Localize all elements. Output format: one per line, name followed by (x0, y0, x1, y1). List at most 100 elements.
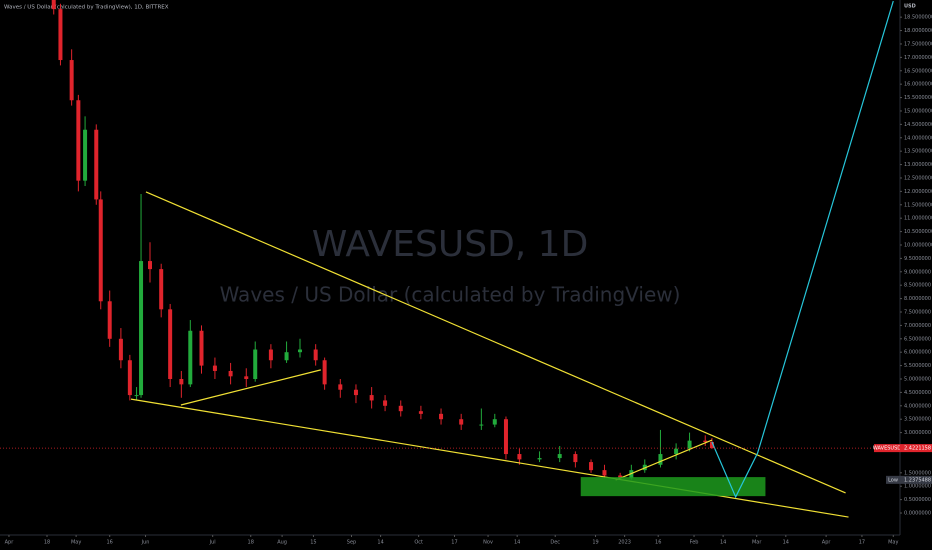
candle-body (244, 376, 249, 380)
x-tick-label: 17 (859, 540, 865, 546)
x-tick-label: 14 (377, 540, 383, 546)
candle-body (537, 458, 542, 460)
candle-body (228, 370, 233, 377)
x-tick-label: Nov (483, 540, 493, 546)
trend-line (145, 191, 846, 494)
candle-body (602, 470, 607, 476)
last-price-name: WAVESUSD (873, 446, 901, 452)
y-tick-label: 0.5000000 (904, 497, 931, 503)
x-tick-label: 16 (107, 540, 113, 546)
candle-body (298, 349, 302, 353)
y-tick-label: 1.0000000 (904, 484, 931, 490)
x-tick-label: Apr (822, 540, 832, 546)
y-tick-label: 4.0000000 (904, 403, 931, 409)
y-unit: USD (904, 4, 916, 10)
candle-body (134, 395, 139, 397)
y-tick-label: 17.5000000 (904, 41, 932, 47)
candle-body (439, 413, 444, 420)
candle-body (51, 0, 56, 10)
candle-body (459, 419, 464, 425)
x-tick-label: Feb (690, 540, 699, 546)
watermark-symbol: WAVESUSD, 1D (312, 224, 589, 265)
candle-body (159, 269, 164, 310)
y-tick-label: 18.0000000 (904, 28, 932, 34)
plot-area (51, 0, 894, 518)
candle-body (268, 349, 273, 361)
candle-body (179, 379, 184, 385)
y-tick-label: 14.0000000 (904, 135, 932, 141)
x-tick-label: Oct (414, 540, 423, 546)
y-tick-label: 6.5000000 (904, 336, 931, 342)
x-tick-label: 14 (514, 540, 520, 546)
x-tick-label: 14 (720, 540, 726, 546)
x-tick-label: Aug (277, 540, 287, 546)
y-tick-label: 17.0000000 (904, 55, 932, 61)
candle-body (658, 454, 663, 465)
x-tick-label: 2023 (618, 540, 631, 546)
candle-body (284, 352, 289, 361)
y-tick-label: 1.5000000 (904, 470, 931, 476)
y-tick-label: 9.5000000 (904, 256, 931, 262)
y-tick-label: 10.5000000 (904, 229, 932, 235)
trend-line (130, 398, 849, 518)
x-tick-label: 16 (655, 540, 661, 546)
y-tick-label: 15.5000000 (904, 95, 932, 101)
last-price-name-box (874, 444, 900, 453)
candle-body (517, 454, 522, 460)
x-tick-label: Jul (209, 540, 216, 546)
y-tick-label: 15.0000000 (904, 108, 932, 114)
y-tick-label: 3.5000000 (904, 417, 931, 423)
candle-body (589, 462, 594, 471)
y-tick-label: 0.0000000 (904, 511, 931, 517)
low-box (900, 475, 932, 484)
y-tick-label: 11.5000000 (904, 202, 932, 208)
last-price-box (900, 444, 932, 453)
y-tick-label: 7.5000000 (904, 309, 931, 315)
x-tick-label: Dec (550, 540, 560, 546)
candle-body (212, 365, 217, 371)
y-tick-label: 5.0000000 (904, 377, 931, 383)
y-tick-label: 16.5000000 (904, 68, 932, 74)
y-tick-label: 13.5000000 (904, 149, 932, 155)
candle-body (139, 261, 144, 396)
candle-body (353, 389, 358, 396)
low-name-box (886, 475, 900, 484)
candle-body (127, 360, 132, 396)
candle-body (492, 419, 497, 425)
x-tick-label: Sep (347, 540, 356, 546)
candle-body (188, 330, 193, 385)
x-tick-label: Jun (141, 540, 150, 546)
candle-body (148, 261, 152, 270)
candle-body (76, 100, 81, 181)
candle-body (94, 129, 99, 200)
y-tick-label: 4.5000000 (904, 390, 931, 396)
candle-body (199, 330, 204, 366)
y-tick-label: 14.5000000 (904, 122, 932, 128)
candle-body (674, 448, 679, 455)
candle-body (98, 199, 103, 302)
candle-body (168, 309, 173, 380)
candle-body (709, 441, 714, 449)
x-tick-label: Mar (752, 540, 762, 546)
candle-body (703, 440, 708, 442)
x-tick-label: 18 (44, 540, 50, 546)
candle-body (369, 395, 374, 401)
x-tick-label: 14 (783, 540, 789, 546)
x-tick-label: May (71, 540, 81, 546)
y-tick-label: 12.0000000 (904, 189, 932, 195)
y-tick-label: 7.0000000 (904, 323, 931, 329)
candle-body (338, 384, 343, 390)
y-tick-label: 8.0000000 (904, 296, 931, 302)
y-tick-label: 8.5000000 (904, 283, 931, 289)
candle-body (58, 9, 63, 61)
candle-body (83, 129, 88, 181)
x-tick-label: Apr (5, 540, 15, 546)
y-tick-label: 16.0000000 (904, 82, 932, 88)
y-tick-label: 3.0000000 (904, 430, 931, 436)
chart-header: Waves / US Dollar (calculated by Trading… (4, 5, 169, 11)
candle-body (418, 411, 423, 414)
x-tick-label: 19 (592, 540, 598, 546)
x-tick-label: 17 (451, 540, 457, 546)
